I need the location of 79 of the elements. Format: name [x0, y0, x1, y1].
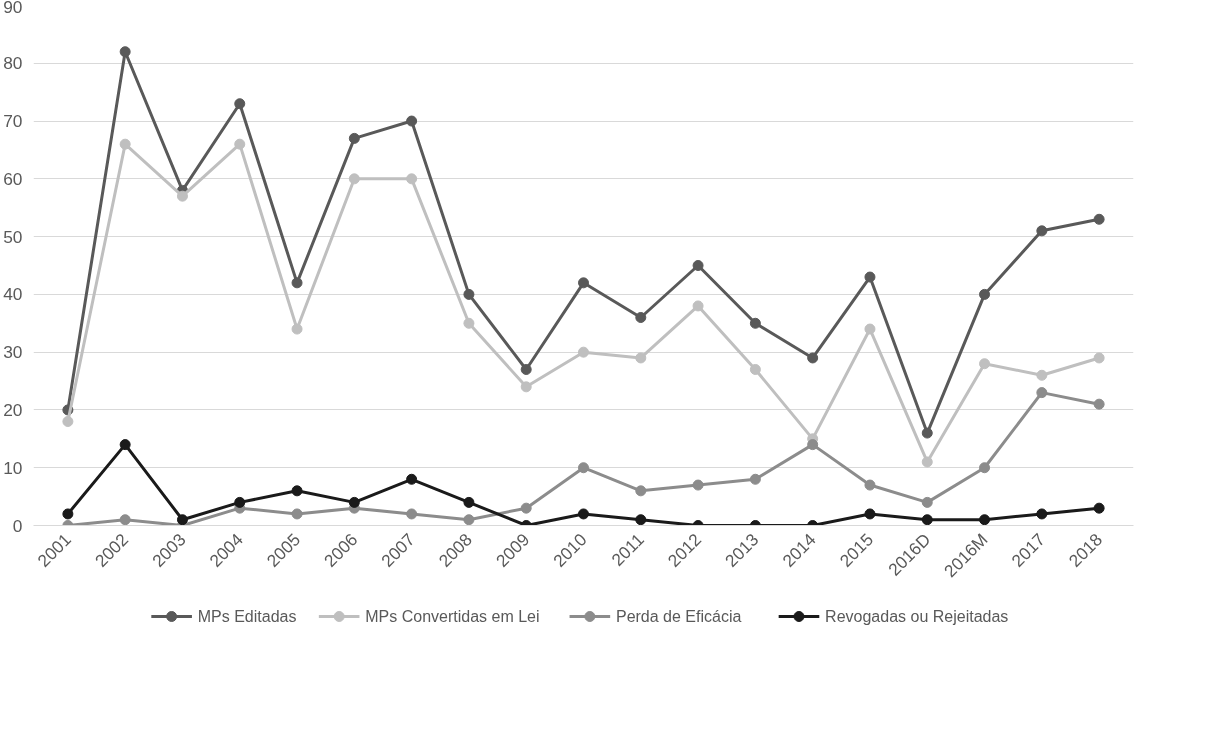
- point: [578, 346, 589, 358]
- point: [1093, 502, 1105, 514]
- point: [520, 502, 532, 514]
- point: [807, 352, 819, 364]
- y-tick-label: 30: [3, 342, 23, 363]
- y-tick-label: 40: [3, 284, 23, 305]
- point: [1036, 225, 1048, 237]
- point: [291, 277, 303, 289]
- point: [635, 514, 647, 526]
- y-tick-label: 60: [3, 168, 23, 189]
- point: [463, 496, 475, 508]
- point: [119, 46, 131, 58]
- point: [864, 323, 876, 335]
- point: [864, 508, 876, 520]
- point: [979, 358, 991, 370]
- point: [979, 288, 991, 300]
- point: [291, 508, 303, 520]
- point: [119, 138, 131, 150]
- y-tick-label: 70: [3, 111, 23, 132]
- legend-label: MPs Editadas: [197, 608, 297, 625]
- point: [62, 508, 74, 520]
- point: [635, 485, 647, 497]
- point: [62, 416, 74, 427]
- point: [749, 473, 761, 485]
- point: [119, 439, 131, 451]
- point: [692, 479, 704, 491]
- y-tick-label: 50: [3, 226, 23, 247]
- point: [749, 364, 761, 375]
- point: [578, 462, 589, 474]
- point: [234, 98, 246, 110]
- point: [520, 381, 532, 393]
- y-tick-label: 80: [3, 53, 23, 74]
- point: [463, 317, 475, 329]
- point: [1036, 369, 1048, 381]
- point: [1036, 387, 1048, 399]
- point: [291, 323, 303, 335]
- y-tick-label: 10: [3, 457, 23, 478]
- point: [635, 312, 647, 323]
- point: [864, 271, 876, 283]
- point: [921, 496, 933, 508]
- y-tick-label: 90: [3, 0, 23, 17]
- point: [463, 288, 475, 300]
- point: [921, 427, 933, 439]
- point: [176, 190, 188, 202]
- legend-label: Perda de Eficácia: [615, 608, 742, 625]
- point: [864, 479, 876, 491]
- point: [807, 439, 819, 451]
- point: [1093, 352, 1105, 364]
- point: [578, 277, 589, 289]
- point: [921, 514, 933, 526]
- point: [921, 456, 933, 468]
- point: [692, 260, 704, 271]
- point: [348, 173, 360, 185]
- point: [176, 514, 188, 526]
- point: [520, 364, 532, 375]
- point: [578, 508, 589, 520]
- point: [406, 115, 418, 127]
- point: [291, 485, 303, 497]
- point: [1093, 213, 1105, 225]
- legend-label: MPs Convertidas em Lei: [365, 608, 540, 625]
- point: [348, 496, 360, 508]
- point: [406, 173, 418, 185]
- point: [692, 300, 704, 312]
- point: [979, 514, 991, 526]
- legend-label: Revogadas ou Rejeitadas: [825, 608, 1009, 625]
- point: [406, 473, 418, 485]
- point: [979, 462, 991, 474]
- point: [348, 132, 360, 144]
- point: [463, 514, 475, 526]
- point: [1093, 398, 1105, 410]
- point: [1036, 508, 1048, 520]
- y-tick-label: 0: [12, 515, 23, 536]
- y-tick-label: 20: [3, 399, 23, 420]
- point: [406, 508, 418, 520]
- point: [234, 138, 246, 150]
- point: [749, 317, 761, 329]
- point: [119, 514, 131, 526]
- point: [635, 352, 647, 364]
- point: [234, 496, 246, 508]
